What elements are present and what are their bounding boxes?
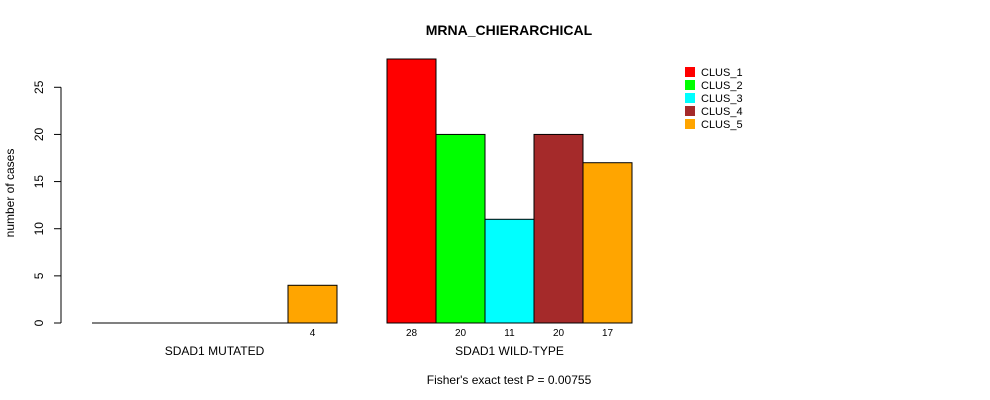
y-tick-label: 20 xyxy=(32,127,46,141)
footnote: Fisher's exact test P = 0.00755 xyxy=(427,373,592,387)
group-label: SDAD1 MUTATED xyxy=(165,344,265,358)
bar-labels: 4 28 20 11 20 17 xyxy=(310,328,614,339)
group-label: SDAD1 WILD-TYPE xyxy=(455,344,564,358)
bar-clus-4 xyxy=(533,133,584,324)
y-tick-label: 10 xyxy=(32,222,46,236)
y-tick-label: 15 xyxy=(32,175,46,189)
legend-label: CLUS_2 xyxy=(701,80,743,92)
legend-swatch xyxy=(685,93,695,103)
bar-value-label: 4 xyxy=(310,328,316,339)
bar-clus-1 xyxy=(386,58,437,324)
legend-label: CLUS_1 xyxy=(701,67,743,79)
bar-value-label: 17 xyxy=(602,328,614,339)
legend-swatch xyxy=(685,119,695,129)
y-tick-label: 5 xyxy=(32,272,46,279)
bar-value-label: 20 xyxy=(455,328,467,339)
y-axis: 0 5 10 15 20 25 xyxy=(32,80,62,326)
bars xyxy=(92,58,633,324)
bar-value-label: 28 xyxy=(406,328,418,339)
y-tick-label: 25 xyxy=(32,80,46,94)
bar-clus-3 xyxy=(484,218,535,324)
chart-title: MRNA_CHIERARCHICAL xyxy=(426,22,593,38)
bar-value-label: 11 xyxy=(504,328,515,339)
legend-label: CLUS_3 xyxy=(701,93,743,105)
bar-value-label: 20 xyxy=(553,328,565,339)
legend-label: CLUS_4 xyxy=(701,106,743,118)
legend-swatch xyxy=(685,67,695,77)
bar-clus-2 xyxy=(435,133,486,324)
legend-label: CLUS_5 xyxy=(701,119,743,131)
y-axis-label: number of cases xyxy=(3,149,17,238)
legend-swatch xyxy=(685,80,695,90)
y-tick-label: 0 xyxy=(32,319,46,326)
group-labels: SDAD1 MUTATED SDAD1 WILD-TYPE xyxy=(165,344,564,358)
bar-clus-5 xyxy=(287,284,338,324)
bar-clus-5 xyxy=(582,162,633,324)
legend-swatch xyxy=(685,106,695,116)
